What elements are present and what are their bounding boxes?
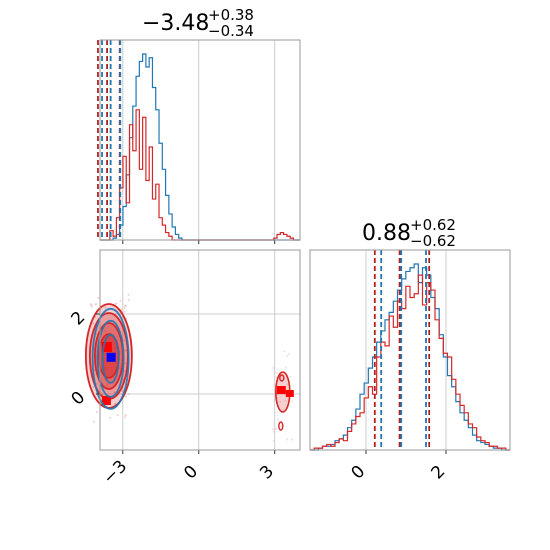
scatter-point <box>127 293 130 296</box>
scatter-point <box>284 366 287 369</box>
scatter-point <box>119 367 122 370</box>
scatter-point <box>289 375 292 378</box>
panel-frame <box>99 249 301 451</box>
scatter-point <box>285 354 288 357</box>
y-tick-label: 0 <box>68 388 90 410</box>
scatter-point <box>124 413 127 416</box>
scatter-point <box>123 349 126 352</box>
contour-red-secondary <box>279 374 285 382</box>
joint-panel: −3 0 3 0 2 <box>68 249 301 489</box>
scatter-point <box>280 425 283 428</box>
scatter-point <box>272 430 275 433</box>
density-peak-red <box>276 386 286 394</box>
scatter-point <box>104 306 107 309</box>
scatter-point <box>114 302 117 305</box>
scatter-point <box>94 303 97 306</box>
contour-red-secondary <box>278 421 284 431</box>
title-2-plus: +0.62 <box>410 216 456 234</box>
scatter-point <box>127 392 130 395</box>
scatter-point <box>124 416 127 419</box>
hist-red-param-2 <box>310 274 510 451</box>
scatter-point <box>106 383 109 386</box>
scatter-point <box>122 339 125 342</box>
scatter-point <box>123 370 126 373</box>
panel-frame <box>99 39 301 241</box>
scatter-point <box>275 376 278 379</box>
title-1-minus: −0.34 <box>208 22 254 40</box>
scatter-point <box>116 414 119 417</box>
scatter-point <box>123 310 126 313</box>
scatter-point <box>95 382 98 385</box>
y-tick-label: 2 <box>68 308 90 330</box>
title-2-minus: −0.62 <box>410 232 456 250</box>
scatter-point <box>92 322 95 325</box>
scatter-point <box>284 399 287 402</box>
scatter-point <box>275 428 278 431</box>
scatter-point <box>93 420 96 423</box>
title-param-1: −3.48 +0.38 −0.34 <box>142 6 254 40</box>
x-tick-label: 3 <box>256 462 278 484</box>
contour-blue <box>101 333 120 384</box>
density-peak-red <box>101 396 111 405</box>
hist-red-param-1 <box>100 109 300 241</box>
scatter-point <box>272 440 275 443</box>
title-1-main: −3.48 <box>142 11 209 36</box>
panel-frame <box>309 249 511 451</box>
scatter-point <box>286 438 289 441</box>
density-peak-red <box>285 390 294 397</box>
scatter-point <box>290 438 293 441</box>
scatter-point <box>121 390 124 393</box>
scatter-point <box>113 391 116 394</box>
scatter-point <box>123 304 126 307</box>
x-tick-label: 2 <box>428 462 450 484</box>
marginal-panel-param-1 <box>97 39 301 244</box>
scatter-point <box>119 299 122 302</box>
scatter-point <box>109 416 112 419</box>
x-tick-label: −3 <box>99 457 131 489</box>
scatter-point <box>97 297 100 300</box>
scatter-point <box>123 307 126 310</box>
scatter-point <box>104 330 107 333</box>
scatter-point <box>125 395 128 398</box>
scatter-point <box>277 418 280 421</box>
title-2-main: 0.88 <box>362 221 411 246</box>
x-tick-label: 0 <box>180 462 202 484</box>
scatter-point <box>95 411 98 414</box>
scatter-point <box>92 385 95 388</box>
scatter-point <box>127 298 130 301</box>
scatter-point <box>90 304 93 307</box>
scatter-point <box>287 353 290 356</box>
scatter-point <box>105 384 108 387</box>
contour-blue <box>96 319 125 398</box>
scatter-point <box>124 362 127 365</box>
scatter-point <box>279 401 282 404</box>
contour-blue <box>91 307 130 410</box>
scatter-point <box>90 305 93 308</box>
scatter-point <box>286 383 289 386</box>
title-1-plus: +0.38 <box>208 6 254 24</box>
density-peak-red <box>101 342 112 352</box>
scatter-point <box>94 316 97 319</box>
scatter-point <box>275 371 278 374</box>
scatter-point <box>272 366 275 369</box>
scatter-point <box>283 350 286 353</box>
x-tick-label: 0 <box>348 462 370 484</box>
scatter-point <box>271 427 274 430</box>
density-peak-blue <box>106 352 116 362</box>
scatter-point <box>291 400 294 403</box>
title-param-2: 0.88 +0.62 −0.62 <box>362 216 456 250</box>
